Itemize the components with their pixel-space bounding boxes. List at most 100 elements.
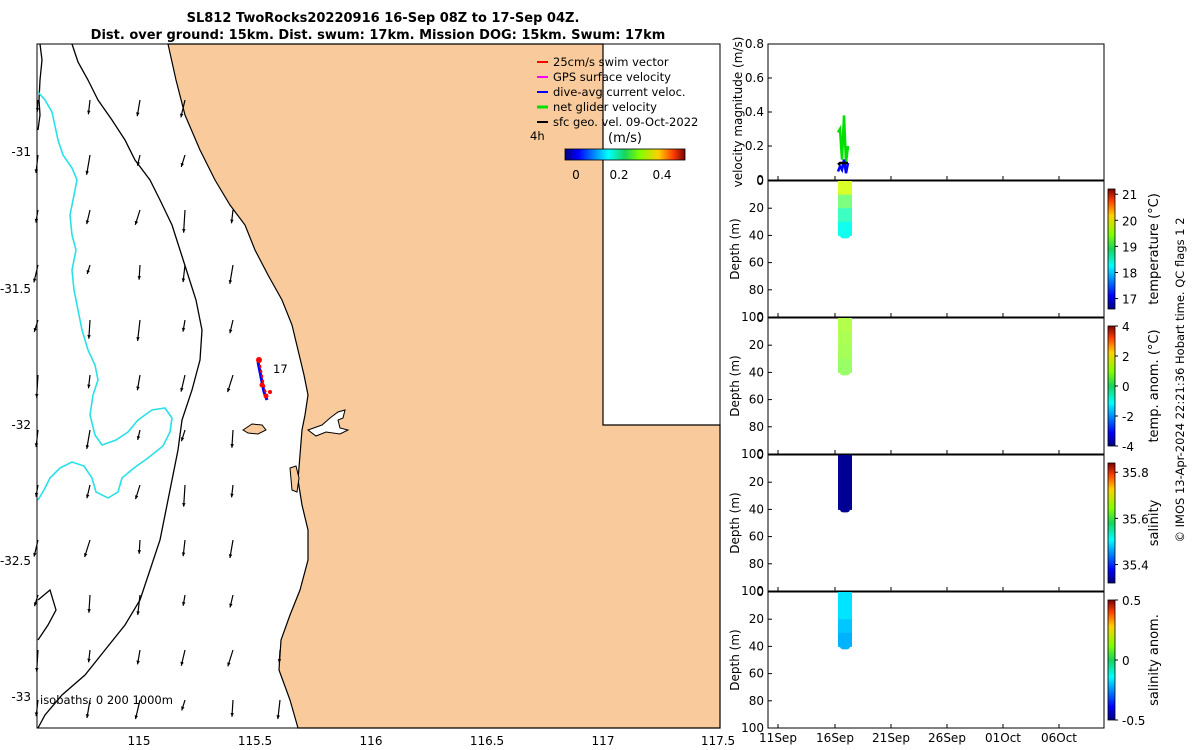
panel-frame: [767, 591, 1105, 729]
isobath-200m: [37, 43, 203, 729]
panel-4: 0 20 40 60 80 100 Depth (m) 35.4 35.6 35.8 salinit…: [728, 448, 1162, 598]
time-tick: 16Sep: [816, 731, 854, 745]
profile-cell: [838, 208, 852, 223]
profile-cell: [840, 369, 850, 376]
current-arrow: [36, 374, 39, 398]
panel-y-tick: 100: [741, 584, 764, 598]
colorbar-tick: -2: [1122, 410, 1134, 424]
current-arrow-head: [87, 335, 91, 339]
current-arrow: [183, 484, 186, 507]
lon-tick-116: 116: [360, 734, 383, 748]
panel-y-tick: 20: [749, 201, 764, 215]
legend-label-swim: 25cm/s swim vector: [553, 55, 669, 69]
current-arrow-head: [86, 270, 90, 274]
panel-colorbar: [1107, 188, 1116, 310]
time-tick: 26Sep: [928, 731, 966, 745]
panel-frame: [767, 180, 1105, 318]
profile-cell: [838, 632, 852, 647]
current-arrow-head: [228, 554, 233, 558]
colorbar-tick: 4: [1122, 320, 1130, 334]
isobath-cyan: [37, 91, 173, 501]
current-arrow-head: [35, 108, 40, 112]
panel-y-tick: 40: [749, 365, 764, 379]
colorbar-tick: 0: [1122, 654, 1130, 668]
current-arrow-head: [181, 552, 186, 557]
track-point: [263, 393, 269, 399]
colorbar-label: salinity anom.: [1147, 614, 1162, 706]
isobaths-label: isobaths: 0 200 1000m: [40, 693, 173, 707]
velocity-series-line: [836, 159, 850, 174]
current-arrow-head: [34, 218, 39, 223]
map-panel: 115 115.5 116 116.5 117 117.5 -31 -31.5 …: [0, 43, 735, 748]
isobath-1000m-south: [37, 588, 57, 641]
current-arrow-head: [85, 220, 90, 225]
profile-cell: [838, 455, 852, 470]
current-arrow-head: [85, 445, 90, 449]
profile-cell: [838, 495, 852, 510]
current-arrow-head: [135, 495, 139, 500]
velocity-series-line: [837, 161, 848, 166]
current-arrow-head: [136, 660, 140, 665]
current-arrow-head: [34, 443, 39, 448]
panel-y-tick: 40: [749, 502, 764, 516]
current-arrow-head: [276, 715, 280, 719]
profile-cell: [838, 318, 852, 333]
lat-tick--31: -31: [11, 145, 31, 159]
lat-tick--32: -32: [11, 418, 31, 432]
lat-tick--31.5: -31.5: [0, 282, 31, 296]
current-arrow-head: [181, 327, 186, 332]
current-arrow-head: [35, 393, 39, 398]
map-colorbar-tick: 0.4: [652, 168, 671, 182]
current-arrow-head: [33, 327, 37, 332]
current-arrow-head: [86, 494, 90, 499]
current-arrow-head: [182, 228, 186, 233]
profile-cell: [838, 221, 852, 236]
colorbar-tick: 2: [1122, 350, 1130, 364]
time-tick: 01Oct: [985, 731, 1021, 745]
lon-tick-117: 117: [592, 734, 615, 748]
current-arrow-head: [137, 276, 141, 280]
colorbar-tick: 20: [1122, 214, 1137, 228]
current-arrow-head: [230, 713, 234, 717]
panel-y-tick: 0.6: [745, 71, 764, 85]
current-arrow-head: [230, 444, 234, 448]
profile-cell: [838, 482, 852, 497]
map-ticks: 115 115.5 116 116.5 117 117.5 -31 -31.5 …: [0, 145, 735, 748]
panel-y-tick: 40: [749, 228, 764, 242]
panel-y-tick: 80: [749, 283, 764, 297]
current-arrow-head: [182, 503, 186, 507]
colorbar-label: temperature (°C): [1147, 193, 1162, 305]
figure-title-line2: Dist. over ground: 15km. Dist. swum: 17k…: [91, 28, 666, 43]
profile-cell: [840, 232, 850, 239]
current-arrow-head: [228, 280, 233, 284]
legend-label-geo: sfc geo. vel. 09-Oct-2022: [553, 115, 698, 129]
current-arrow-head: [227, 388, 231, 393]
panel-frame: [767, 43, 1105, 181]
panel-y-tick: 80: [749, 420, 764, 434]
current-arrow-head: [136, 337, 140, 341]
colorbar-tick: 35.8: [1122, 466, 1149, 480]
current-arrow-head: [136, 161, 140, 166]
colorbar-tick: 35.6: [1122, 512, 1149, 526]
panel-y-tick: 60: [749, 393, 764, 407]
profile-cell: [838, 181, 852, 196]
current-arrow-head: [134, 220, 139, 225]
legend-label-gps: GPS surface velocity: [553, 70, 671, 84]
track-start-marker: [256, 357, 262, 363]
profile-cell: [840, 643, 850, 650]
panel-y-tick: 0: [756, 311, 764, 325]
lat-tick--32.5: -32.5: [0, 554, 31, 568]
map-colorbar-label: (m/s): [608, 131, 642, 146]
legend-label-net: net glider velocity: [553, 100, 657, 114]
colorbar-tick: 17: [1122, 293, 1137, 307]
velocity-series-line: [836, 115, 850, 164]
panel-y-label: Depth (m): [728, 355, 742, 416]
lon-tick-117.5: 117.5: [701, 734, 735, 748]
imos-credit: © IMOS 13-Apr-2024 22:21:36 Hobart time.…: [1173, 217, 1187, 542]
panel-y-tick: 100: [741, 310, 764, 324]
colorbar-tick: -4: [1122, 440, 1134, 454]
panel-y-tick: 0.4: [745, 105, 764, 119]
profile-cell: [838, 331, 852, 346]
panel-y-tick: 60: [749, 256, 764, 270]
